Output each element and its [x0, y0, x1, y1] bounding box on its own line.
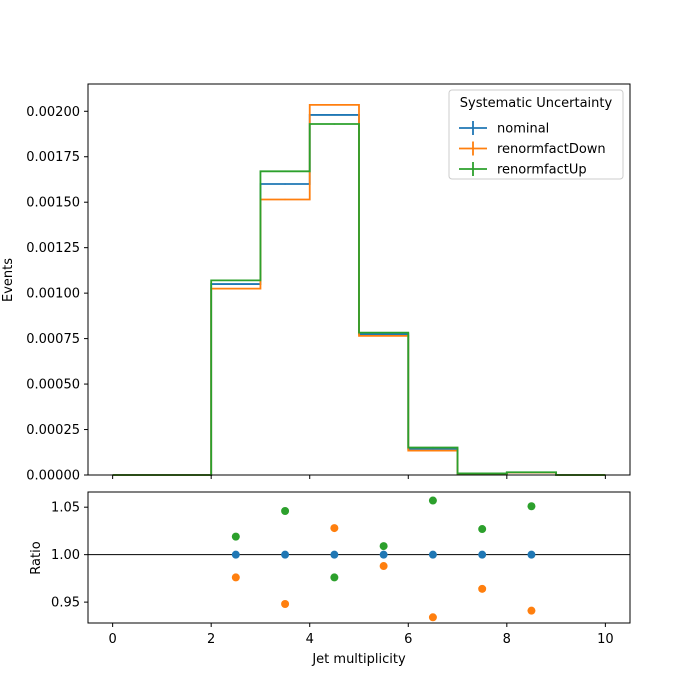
histogram-panel: 0.00000 0.00025 0.00050 0.00075 0.00100 0.001…	[1, 83, 631, 484]
ratio-y-ticks: 0.95 1.00 1.05	[51, 501, 88, 611]
histogram-y-tick-label: 0.00125	[26, 241, 80, 256]
ratio-x-tick-label: 6	[404, 632, 412, 647]
ratio-point-nominal	[527, 550, 536, 559]
ratio-point-renormfactUp	[281, 506, 290, 515]
ratio-x-axis-label: Jet multiplicity	[311, 652, 406, 667]
histogram-plot-frame	[87, 83, 631, 476]
ratio-x-tick-label: 4	[306, 632, 314, 647]
ratio-y-tick-label: 1.05	[51, 501, 80, 516]
ratio-point-renormfactDown	[428, 613, 437, 622]
histogram-y-tick-label: 0.00150	[26, 196, 80, 211]
ratio-point-renormfactDown	[379, 562, 388, 571]
ratio-y-tick-label: 1.00	[51, 548, 80, 563]
ratio-panel: 0.95 1.00 1.05 0 2 4 6 8 10 Ratio Jet multiplic…	[29, 491, 631, 667]
legend-label-renormfactUp: renormfactUp	[497, 163, 587, 178]
ratio-point-renormfactUp	[478, 525, 487, 534]
histogram-series-layer	[112, 104, 606, 476]
ratio-point-nominal	[379, 550, 388, 559]
ratio-point-renormfactUp	[527, 502, 536, 511]
histogram-y-tick-label: 0.00175	[26, 150, 80, 165]
ratio-point-renormfactDown	[231, 573, 240, 582]
ratio-x-tick-label: 0	[108, 632, 116, 647]
ratio-point-nominal	[428, 550, 437, 559]
histogram-series-renormfactUp	[112, 123, 606, 476]
histogram-y-tick-label: 0.00050	[26, 378, 80, 393]
ratio-plot-frame	[87, 491, 631, 624]
legend-box	[448, 89, 624, 180]
ratio-point-renormfactDown	[330, 524, 339, 533]
legend-label-nominal: nominal	[497, 122, 549, 137]
ratio-point-renormfactUp	[379, 542, 388, 551]
ratio-point-renormfactDown	[281, 600, 290, 609]
ratio-point-nominal	[478, 550, 487, 559]
ratio-point-renormfactDown	[478, 584, 487, 593]
legend-label-renormfactDown: renormfactDown	[497, 142, 606, 157]
histogram-y-tick-label: 0.00200	[26, 105, 80, 120]
histogram-y-ticks: 0.00000 0.00025 0.00050 0.00075 0.00100 0.001…	[26, 105, 88, 484]
ratio-series-layer	[88, 496, 630, 622]
ratio-x-ticks: 0 2 4 6 8 10	[108, 623, 614, 647]
histogram-y-tick-label: 0.00025	[26, 423, 80, 438]
ratio-x-tick-label: 2	[207, 632, 215, 647]
ratio-x-tick-label: 8	[503, 632, 511, 647]
histogram-y-tick-label: 0.00000	[26, 469, 80, 484]
ratio-point-nominal	[330, 550, 339, 559]
ratio-point-nominal	[281, 550, 290, 559]
ratio-point-renormfactUp	[330, 573, 339, 582]
ratio-y-axis-label: Ratio	[29, 541, 44, 574]
ratio-point-renormfactUp	[231, 532, 240, 541]
ratio-point-nominal	[231, 550, 240, 559]
histogram-y-tick-label: 0.00100	[26, 287, 80, 302]
histogram-y-axis-label: Events	[1, 258, 16, 302]
histogram-y-tick-label: 0.00075	[26, 332, 80, 347]
ratio-point-renormfactUp	[428, 496, 437, 505]
ratio-y-tick-label: 0.95	[51, 596, 80, 611]
ratio-point-renormfactDown	[527, 606, 536, 615]
ratio-x-tick-label: 10	[597, 632, 614, 647]
histogram-x-ticks	[112, 475, 606, 479]
legend: Systematic Uncertainty nominal renormfactD…	[448, 89, 624, 180]
legend-title: Systematic Uncertainty	[460, 96, 613, 111]
